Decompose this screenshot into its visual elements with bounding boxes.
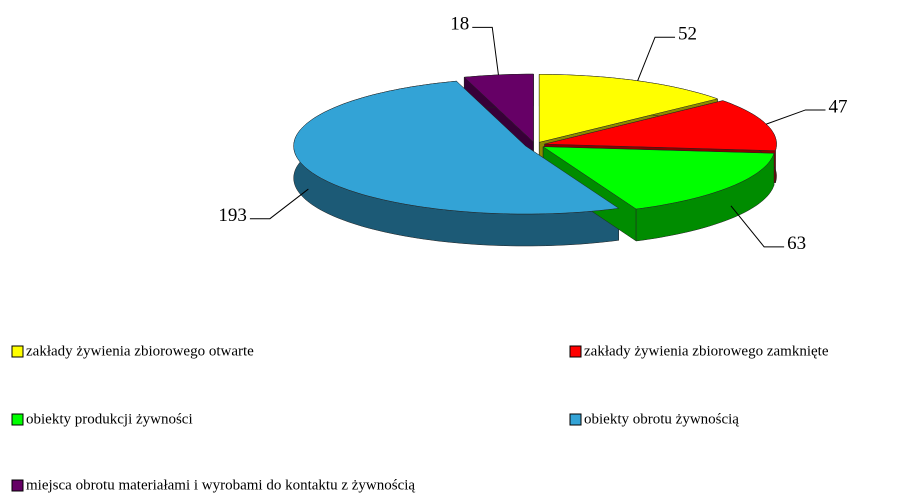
- leader-line: [637, 36, 676, 81]
- leader-line: [766, 109, 826, 125]
- leader-line: [472, 26, 499, 75]
- legend-label: miejsca obrotu materiałami i wyrobami do…: [26, 477, 415, 493]
- data-label: 63: [787, 233, 806, 254]
- legend-label: zakłady żywienia zbiorowego otwarte: [26, 343, 254, 359]
- slice: [538, 74, 719, 143]
- slice: [544, 100, 777, 151]
- slice: [542, 146, 775, 210]
- legend-swatch: [11, 479, 24, 492]
- leader-line: [730, 205, 785, 248]
- slice: [293, 80, 620, 215]
- legend-swatch: [569, 345, 582, 358]
- legend-label: obiekty produkcji żywności: [26, 411, 193, 427]
- legend-swatch: [11, 345, 24, 358]
- data-label: 193: [218, 205, 247, 226]
- legend-swatch: [11, 413, 24, 426]
- leader-line: [249, 188, 309, 220]
- data-label: 18: [450, 14, 469, 35]
- data-label: 52: [678, 24, 697, 45]
- legend-swatch: [569, 413, 582, 426]
- legend-label: obiekty obrotu żywnością: [584, 411, 739, 427]
- legend-label: zakłady żywienia zbiorowego zamknięte: [584, 343, 829, 359]
- data-label: 47: [828, 96, 847, 117]
